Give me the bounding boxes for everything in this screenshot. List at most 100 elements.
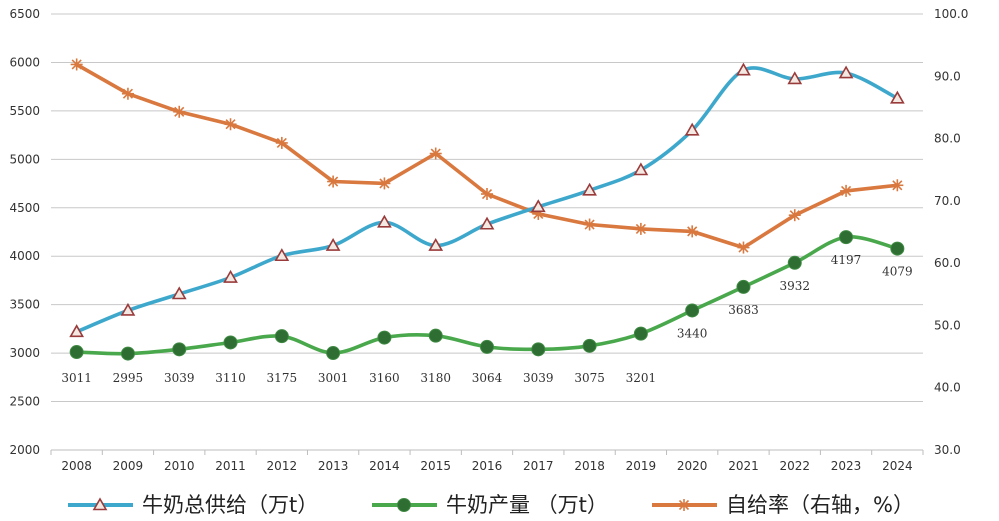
data-label: 3001	[318, 371, 349, 385]
gridlines	[51, 13, 923, 451]
series-point	[530, 199, 546, 213]
series-point	[171, 286, 187, 300]
x-tick-label: 2011	[215, 459, 246, 473]
y-right-tick-label: 80.0	[934, 132, 961, 146]
data-label: 3175	[267, 371, 298, 385]
series-point	[737, 241, 750, 254]
series-point	[428, 328, 443, 343]
series-point	[736, 279, 751, 294]
series-point	[531, 342, 546, 357]
data-label: 3683	[728, 303, 759, 317]
y-left-tick-label: 5500	[9, 104, 40, 118]
series-point	[633, 326, 648, 341]
y-right-tick-label: 40.0	[934, 381, 961, 395]
y-left-tick-label: 2000	[9, 443, 40, 457]
y-left-tick-label: 2500	[9, 395, 40, 409]
x-tick-label: 2022	[779, 459, 810, 473]
legend-marker	[678, 499, 690, 511]
x-tick-label: 2020	[677, 459, 708, 473]
legend-label: 自给率（右轴，%）	[726, 493, 914, 517]
y-left-tick-label: 3000	[9, 346, 40, 360]
x-tick-label: 2021	[728, 459, 759, 473]
series-point	[891, 179, 904, 192]
series-point	[223, 269, 238, 283]
series-point	[481, 188, 493, 201]
data-label: 3180	[420, 371, 451, 385]
x-tick-label: 2014	[369, 459, 400, 473]
x-tick-label: 2008	[61, 459, 92, 473]
x-tick-label: 2013	[318, 459, 349, 473]
x-tick-label: 2010	[164, 459, 195, 473]
data-label: 4079	[882, 265, 913, 279]
y-left-tick-label: 4500	[9, 201, 40, 215]
series-point	[429, 147, 442, 160]
data-label: 3011	[61, 371, 92, 385]
series-point	[479, 216, 495, 230]
series-point	[377, 214, 392, 228]
x-tick-label: 2017	[523, 459, 554, 473]
series-point	[326, 346, 341, 361]
data-label: 3064	[472, 371, 503, 385]
y-right-tick-label: 100.0	[934, 7, 968, 21]
series-point	[121, 87, 134, 100]
x-tick-label: 2018	[574, 459, 605, 473]
series-point	[583, 218, 596, 231]
y-left-tick-label: 3500	[9, 298, 40, 312]
series-layer	[69, 58, 905, 361]
series-point	[223, 335, 238, 350]
data-label: 3440	[677, 326, 708, 340]
data-label: 3039	[523, 371, 554, 385]
legend-label: 牛奶总供给（万t）	[142, 493, 318, 517]
series-point	[890, 241, 905, 256]
series-point	[787, 71, 803, 85]
x-tick-label: 2015	[420, 459, 451, 473]
x-tick-label: 2023	[831, 459, 862, 473]
series-point	[172, 342, 187, 357]
series-point	[840, 184, 853, 197]
x-tick-label: 2024	[882, 459, 913, 473]
data-labels: 3011 2995 3039 3110 3175 3001 3160 3180 3064 3039…	[61, 253, 912, 385]
data-label: 3932	[779, 279, 810, 293]
data-label: 2995	[113, 371, 144, 385]
series-point	[120, 346, 135, 361]
series-point	[736, 62, 751, 76]
y-right-tick-label: 70.0	[934, 194, 961, 208]
y-right-tick-label: 90.0	[934, 69, 961, 83]
legend-marker	[92, 497, 108, 511]
legend: 牛奶总供给（万t） 牛奶产量 （万t） 自给率（右轴，%）	[68, 493, 914, 517]
series-point	[377, 330, 392, 345]
y-left-tick-label: 4000	[9, 249, 40, 263]
data-label: 3075	[574, 371, 605, 385]
series-point	[325, 237, 341, 251]
y-left-tick-label: 6000	[9, 55, 40, 69]
series-point	[378, 177, 391, 190]
series-point	[70, 58, 83, 71]
series-point	[582, 338, 597, 353]
series-point	[275, 136, 288, 149]
x-tick-label: 2012	[267, 459, 298, 473]
series-point	[838, 65, 854, 79]
series-point	[685, 303, 700, 318]
data-label: 3039	[164, 371, 195, 385]
series-point	[69, 324, 85, 338]
legend-marker	[397, 498, 411, 512]
series-point	[69, 345, 84, 360]
x-tick-label: 2016	[472, 459, 503, 473]
x-tick-label: 2019	[626, 459, 657, 473]
y-left-tick-label: 6500	[9, 7, 40, 21]
data-label: 3201	[626, 371, 657, 385]
data-label: 4197	[831, 253, 862, 267]
series-point	[686, 225, 699, 238]
y-right-tick-label: 30.0	[934, 443, 961, 457]
series-point	[274, 248, 290, 262]
series-point	[634, 222, 647, 235]
data-label: 3160	[369, 371, 400, 385]
axes: 2000 2500 3000 3500 4000 4500 5000 5500 6000 6500…	[9, 7, 968, 473]
series-point	[684, 122, 700, 136]
series-point	[889, 90, 905, 104]
series-point	[788, 209, 801, 222]
x-tick-label: 2009	[113, 459, 144, 473]
series-point	[120, 302, 136, 316]
y-right-tick-label: 60.0	[934, 256, 961, 270]
